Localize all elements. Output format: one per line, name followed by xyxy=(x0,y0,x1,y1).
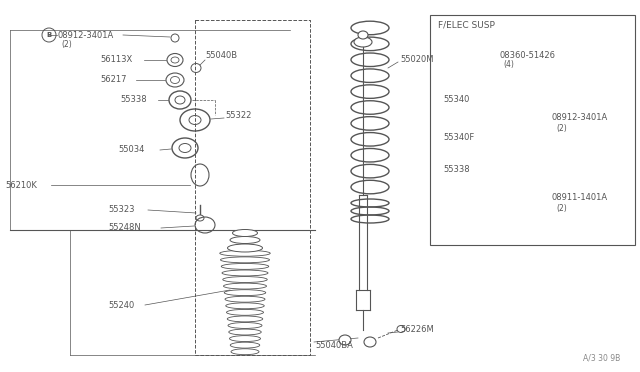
Text: 56113X: 56113X xyxy=(100,55,132,64)
Ellipse shape xyxy=(491,87,529,113)
Text: 08911-1401A: 08911-1401A xyxy=(552,193,608,202)
Ellipse shape xyxy=(358,31,368,39)
Ellipse shape xyxy=(196,215,204,221)
Text: 55322: 55322 xyxy=(225,110,252,119)
Ellipse shape xyxy=(488,156,536,188)
Ellipse shape xyxy=(364,337,376,347)
FancyBboxPatch shape xyxy=(430,15,635,245)
Ellipse shape xyxy=(528,194,538,202)
Text: 08912-3401A: 08912-3401A xyxy=(58,31,115,39)
Ellipse shape xyxy=(230,237,260,244)
Ellipse shape xyxy=(498,76,506,80)
Text: 08912-3401A: 08912-3401A xyxy=(552,113,608,122)
Text: N: N xyxy=(540,196,546,201)
Text: A/3 30 9B: A/3 30 9B xyxy=(583,353,620,362)
Text: 08360-51426: 08360-51426 xyxy=(500,51,556,60)
Text: (4): (4) xyxy=(503,61,514,70)
Text: F/ELEC SUSP: F/ELEC SUSP xyxy=(438,20,495,29)
Text: 55340F: 55340F xyxy=(443,134,474,142)
Text: B: B xyxy=(46,32,52,38)
Text: 55338: 55338 xyxy=(120,96,147,105)
Text: 56226M: 56226M xyxy=(400,326,434,334)
Text: 56217: 56217 xyxy=(100,76,127,84)
Text: 55340: 55340 xyxy=(443,96,469,105)
Text: (2): (2) xyxy=(556,124,567,132)
Ellipse shape xyxy=(528,114,538,122)
Text: (2): (2) xyxy=(61,41,72,49)
Text: 55040BA: 55040BA xyxy=(315,340,353,350)
Text: N: N xyxy=(540,115,546,121)
Text: 55248N: 55248N xyxy=(108,224,141,232)
Ellipse shape xyxy=(227,244,262,252)
Ellipse shape xyxy=(354,37,372,47)
Text: 55034: 55034 xyxy=(118,145,145,154)
Ellipse shape xyxy=(232,230,257,237)
Text: B: B xyxy=(488,52,493,58)
Text: 55338: 55338 xyxy=(443,166,470,174)
Ellipse shape xyxy=(339,335,351,345)
Text: 55323: 55323 xyxy=(108,205,134,215)
Text: 55020M: 55020M xyxy=(400,55,433,64)
Text: 55040B: 55040B xyxy=(205,51,237,60)
Text: (2): (2) xyxy=(556,203,567,212)
Text: 56210K: 56210K xyxy=(5,180,37,189)
Text: 55240: 55240 xyxy=(108,301,134,310)
